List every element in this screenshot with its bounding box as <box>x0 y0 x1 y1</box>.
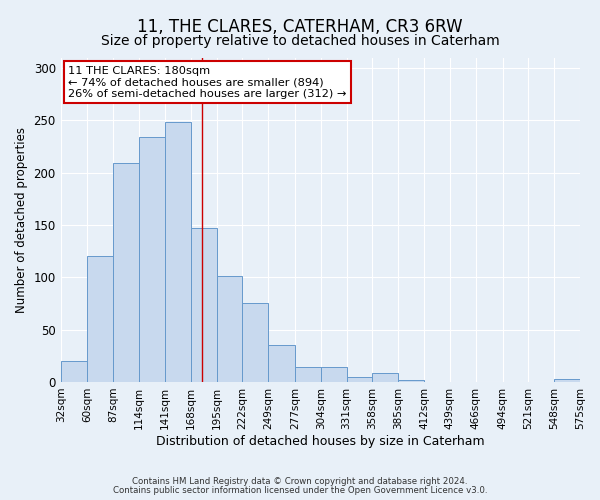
Text: Contains HM Land Registry data © Crown copyright and database right 2024.: Contains HM Land Registry data © Crown c… <box>132 477 468 486</box>
Text: 11 THE CLARES: 180sqm
← 74% of detached houses are smaller (894)
26% of semi-det: 11 THE CLARES: 180sqm ← 74% of detached … <box>68 66 347 99</box>
X-axis label: Distribution of detached houses by size in Caterham: Distribution of detached houses by size … <box>156 434 485 448</box>
Bar <box>295 368 321 382</box>
Bar <box>242 304 268 382</box>
Bar <box>373 372 398 382</box>
Bar <box>88 256 113 382</box>
Text: Contains public sector information licensed under the Open Government Licence v3: Contains public sector information licen… <box>113 486 487 495</box>
Bar <box>217 276 242 382</box>
Bar <box>191 228 217 382</box>
Y-axis label: Number of detached properties: Number of detached properties <box>15 126 28 312</box>
Bar <box>398 380 424 382</box>
Bar <box>554 379 580 382</box>
Bar <box>113 163 139 382</box>
Bar <box>321 368 347 382</box>
Text: 11, THE CLARES, CATERHAM, CR3 6RW: 11, THE CLARES, CATERHAM, CR3 6RW <box>137 18 463 36</box>
Bar <box>268 346 295 382</box>
Bar <box>61 361 88 382</box>
Bar <box>139 137 165 382</box>
Text: Size of property relative to detached houses in Caterham: Size of property relative to detached ho… <box>101 34 499 48</box>
Bar <box>165 122 191 382</box>
Bar <box>347 376 373 382</box>
